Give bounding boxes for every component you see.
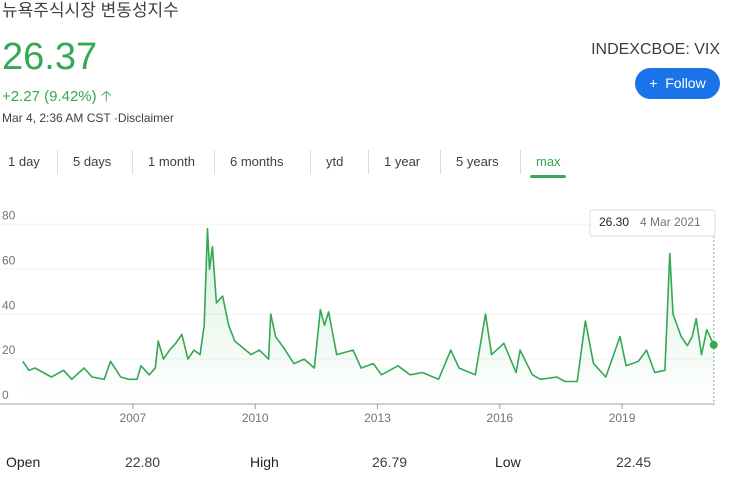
tab[interactable]: max (536, 154, 561, 169)
tab-divider (520, 150, 521, 174)
ticker: INDEXCBOE: VIX (591, 41, 720, 58)
timestamp: Mar 4, 2:36 AM CST · (2, 111, 118, 125)
y-tick-label: 0 (2, 388, 9, 402)
stat-value: 26.79 (372, 454, 408, 470)
stat-value: 22.80 (125, 454, 161, 470)
price: 26.37 (2, 36, 98, 78)
tab-divider (368, 150, 369, 174)
tab-divider (132, 150, 133, 174)
stat-label: High (250, 454, 279, 470)
disclaimer-link[interactable]: Disclaimer (117, 111, 174, 125)
y-tick-label: 80 (2, 208, 16, 222)
y-tick-label: 40 (2, 298, 16, 312)
stat-label: Open (6, 454, 41, 470)
follow-button[interactable]: + Follow (635, 68, 720, 99)
tab[interactable]: 6 months (230, 154, 284, 169)
tab-divider (310, 150, 311, 174)
area-fill (22, 228, 714, 404)
tab-divider (214, 150, 215, 174)
y-tick-label: 20 (2, 343, 16, 357)
stat-label: Low (495, 454, 521, 470)
tab[interactable]: 5 days (73, 154, 112, 169)
tab[interactable]: 1 day (8, 154, 40, 169)
tab-divider (440, 150, 441, 174)
tooltip-date: 4 Mar 2021 (640, 215, 701, 229)
hover-dot (709, 340, 718, 349)
tooltip-value: 26.30 (599, 215, 629, 229)
change-text: +2.27 (9.42%) (2, 88, 97, 105)
up-arrow: 🡡 (100, 88, 112, 105)
change: +2.27 (9.42%) 🡡 (2, 86, 112, 111)
x-tick-label: 2007 (120, 411, 147, 425)
tooltip-box (589, 209, 716, 237)
tab[interactable]: 1 year (384, 154, 421, 169)
tab-divider (57, 150, 58, 174)
plus-icon: + (649, 75, 658, 91)
y-tick-label: 60 (2, 253, 16, 267)
follow-label: Follow (665, 75, 706, 91)
x-tick-label: 2016 (486, 411, 513, 425)
stat-value: 22.45 (616, 454, 652, 470)
tab[interactable]: ytd (326, 154, 344, 169)
title: 뉴욕주식시장 변동성지수 (2, 1, 179, 20)
price-line (22, 227, 715, 383)
x-tick-label: 2013 (364, 411, 391, 425)
x-tick-label: 2010 (242, 411, 269, 425)
tab-underline (530, 175, 566, 178)
tab[interactable]: 1 month (148, 154, 195, 169)
x-tick-label: 2019 (609, 411, 636, 425)
tab[interactable]: 5 years (456, 154, 499, 169)
timestamp-row: Mar 4, 2:36 AM CST ·Disclaimer (2, 111, 174, 125)
